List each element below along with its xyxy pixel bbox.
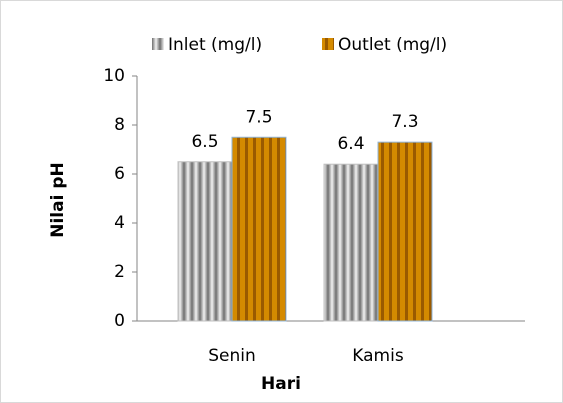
y-axis-label: Nilai pH [48, 162, 68, 238]
legend-swatch [322, 38, 334, 50]
x-axis-label: Hari [261, 374, 301, 394]
legend-label: Inlet (mg/l) [168, 35, 262, 55]
bar [323, 163, 379, 322]
y-tick-label: 0 [114, 311, 125, 331]
bar [231, 136, 287, 322]
y-tick-label: 4 [114, 213, 125, 233]
data-label: 7.5 [245, 107, 272, 127]
y-tick-label: 8 [114, 115, 125, 135]
data-label: 7.3 [391, 112, 418, 132]
y-tick-label: 2 [114, 262, 125, 282]
legend-swatch [152, 38, 164, 50]
data-label: 6.5 [191, 132, 218, 152]
y-tick-label: 10 [103, 66, 125, 86]
data-label: 6.4 [337, 134, 364, 154]
bar [177, 161, 233, 322]
bar [377, 141, 433, 322]
y-tick-label: 6 [114, 164, 125, 184]
x-tick-label: Kamis [352, 346, 404, 366]
legend-label: Outlet (mg/l) [338, 35, 447, 55]
x-tick-label: Senin [208, 346, 256, 366]
